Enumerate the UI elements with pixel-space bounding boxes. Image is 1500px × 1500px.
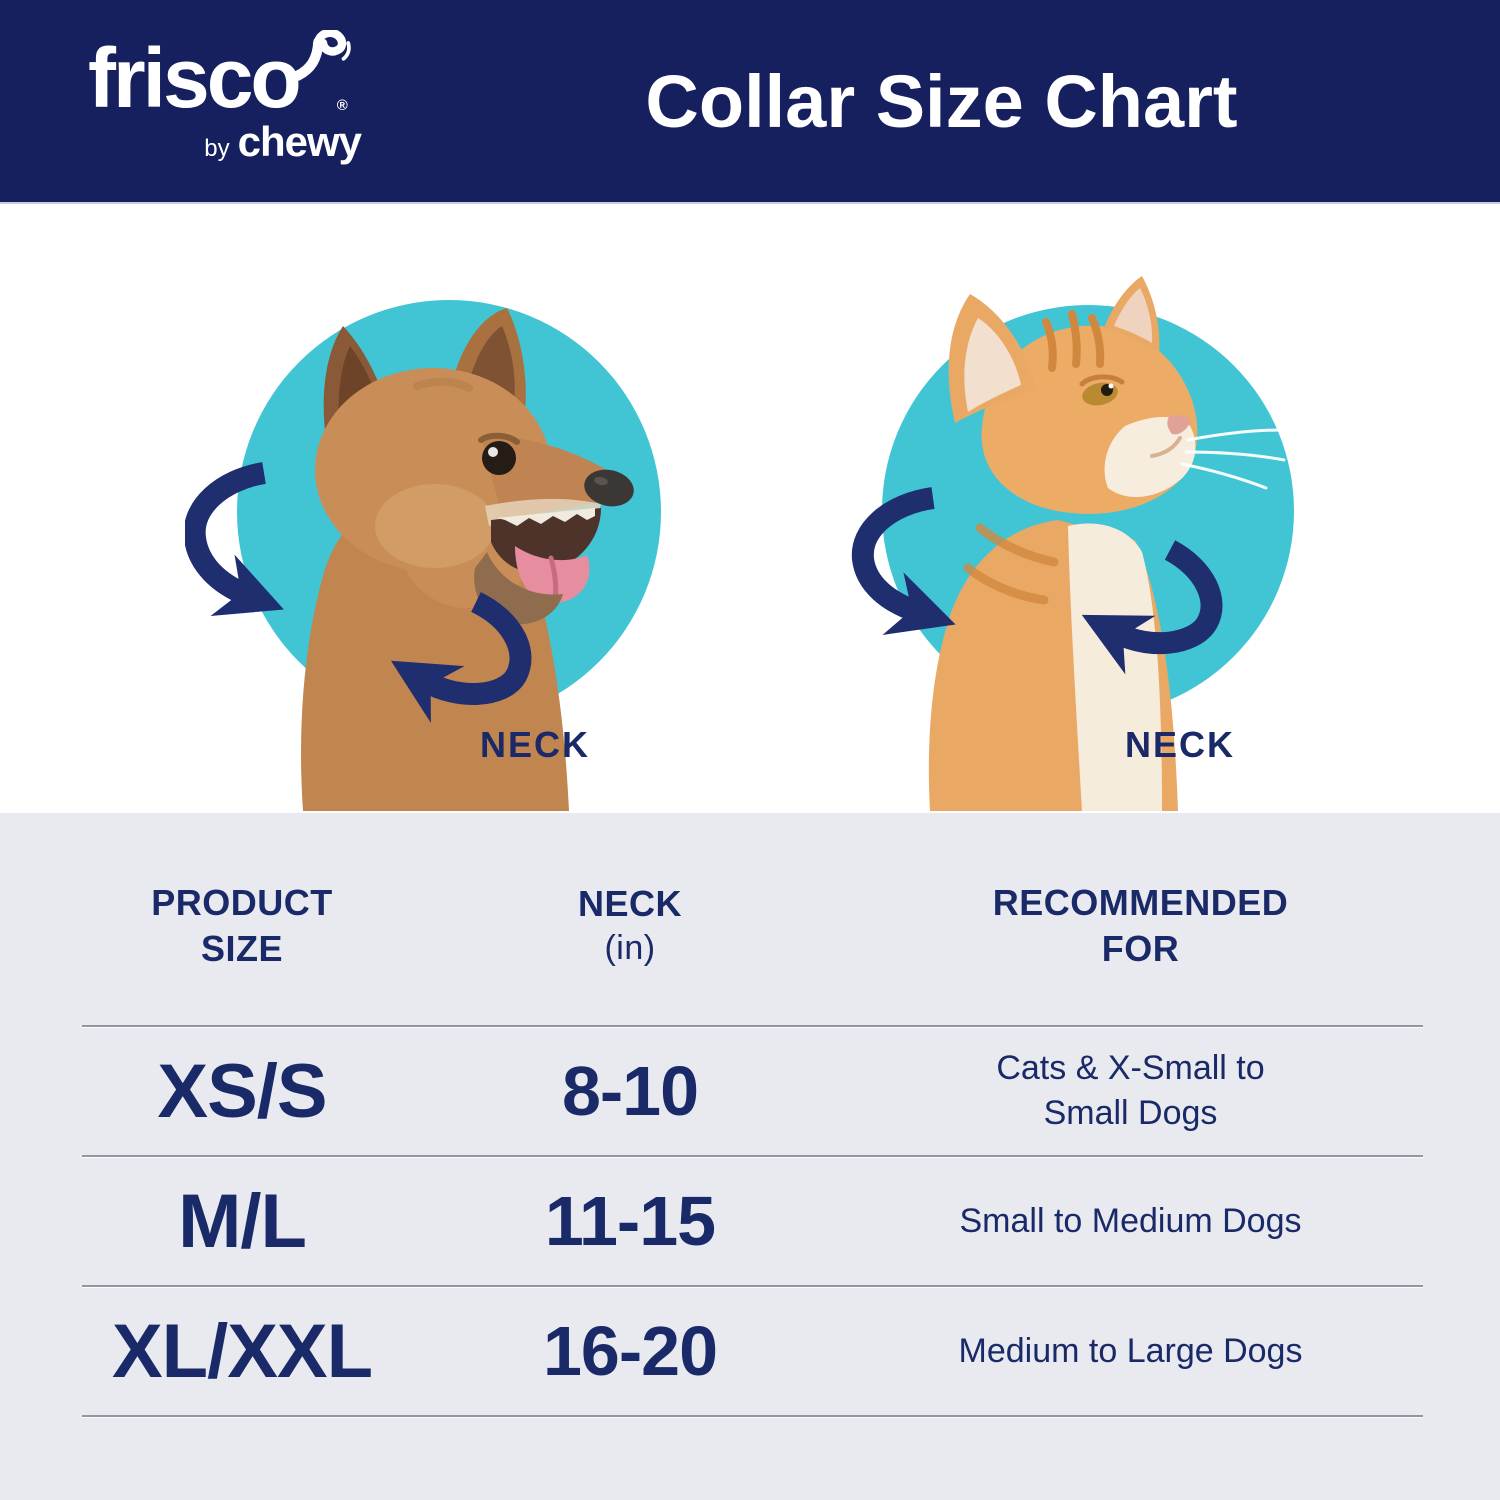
header-size: SIZE [200,928,283,969]
tail-swoosh-icon [294,30,351,81]
size-table-section: PRODUCT SIZE NECK (in) RECOMMENDED FOR X… [0,813,1500,1500]
header-product: PRODUCT [151,881,333,923]
by-chewy-byline: by chewy [88,118,383,166]
cat-neck-label: NECK [1124,724,1235,765]
table-row: XS/S 8-10 Cats & X-Small to Small Dogs [82,1027,1423,1155]
table-row: XL/XXL 16-20 Medium to Large Dogs [82,1287,1423,1415]
frisco-wordmark: frisco [88,31,302,125]
chewy-wordmark: chewy [237,118,362,165]
recommended-value: Cats & X-Small to Small Dogs [996,1049,1265,1132]
page-title: Collar Size Chart [645,59,1238,143]
frisco-logo: frisco ® by chewy [88,30,383,166]
header-for: FOR [1101,928,1180,969]
header-recommended: RECOMMENDED [992,881,1289,923]
neck-range-value: 8-10 [561,1052,699,1130]
registered-mark: ® [336,97,348,114]
header-bar: frisco ® by chewy Collar Size Chart [0,0,1500,204]
cat-neck-diagram [851,276,1294,811]
column-header-neck: NECK (in) [402,881,858,971]
divider [82,1415,1423,1417]
neck-range-value: 11-15 [544,1182,716,1260]
size-value: XS/S [157,1048,327,1134]
divider [82,1155,1423,1157]
cat-illustration [928,276,1286,811]
dog-neck-label: NECK [479,724,590,765]
measurement-diagram-section: NECK [0,204,1500,813]
neck-measure-arrow-icon [185,462,532,723]
dog-neck-diagram [185,300,661,811]
size-value: M/L [178,1178,307,1264]
header-neck: NECK [577,883,682,925]
dog-illustration [301,308,634,811]
header-neck-unit: (in) [604,929,656,968]
divider [82,1025,1423,1027]
column-header-recommended-for: RECOMMENDED FOR [858,880,1423,972]
table-row: M/L 11-15 Small to Medium Dogs [82,1157,1423,1285]
recommended-value: Small to Medium Dogs [959,1201,1302,1240]
recommended-value: Medium to Large Dogs [958,1331,1303,1370]
divider [82,1285,1423,1287]
neck-measure-arrow-icon [851,487,1223,675]
table-header-row: PRODUCT SIZE NECK (in) RECOMMENDED FOR [82,813,1423,1025]
byline-by: by [204,135,230,162]
column-header-product-size: PRODUCT SIZE [82,880,402,972]
neck-range-value: 16-20 [542,1312,718,1390]
size-value: XL/XXL [111,1308,373,1394]
